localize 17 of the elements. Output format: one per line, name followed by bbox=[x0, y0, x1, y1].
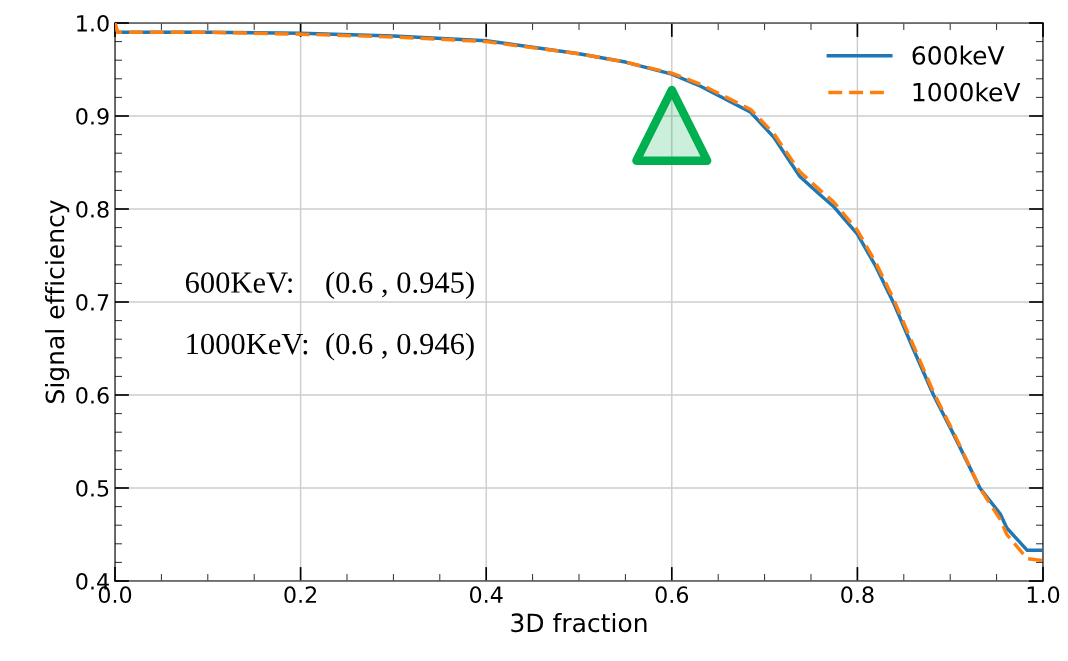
y-tick-label: 1.0 bbox=[77, 14, 109, 32]
x-tick-label: 1.0 bbox=[1027, 586, 1060, 604]
legend-label: 600keV bbox=[912, 45, 1005, 65]
x-tick-label: 0.4 bbox=[470, 586, 503, 604]
y-tick-label: 0.8 bbox=[76, 200, 109, 218]
x-axis-title: 3D fraction bbox=[511, 612, 647, 633]
y-axis-title: Signal efficiency bbox=[45, 200, 70, 403]
annotation: 1000KeV: (0.6 , 0.946) bbox=[187, 332, 474, 361]
y-tick-label: 0.6 bbox=[76, 386, 109, 404]
x-tick-label: 0.2 bbox=[284, 586, 317, 604]
legend-label: 1000keV bbox=[913, 82, 1021, 102]
x-tick-label: 0.8 bbox=[841, 586, 874, 604]
x-tick-label: 0.6 bbox=[655, 586, 689, 604]
y-tick-label: 0.5 bbox=[76, 479, 109, 497]
y-tick-label: 0.7 bbox=[76, 293, 109, 311]
y-tick-label: 0.9 bbox=[76, 107, 109, 125]
annotation: 600KeV: (0.6 , 0.945) bbox=[185, 271, 474, 300]
